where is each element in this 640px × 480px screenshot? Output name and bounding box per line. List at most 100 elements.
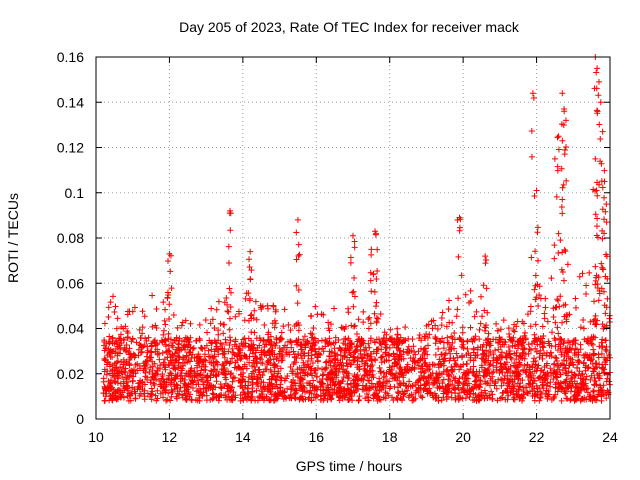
data-point: [588, 340, 595, 347]
data-point: [535, 303, 542, 310]
data-point: [559, 184, 566, 191]
data-point: [591, 394, 598, 401]
data-point: [427, 373, 434, 380]
data-point: [602, 359, 609, 366]
data-point: [339, 325, 346, 332]
data-point: [291, 394, 298, 401]
data-point: [428, 318, 435, 325]
data-point: [165, 330, 172, 337]
data-point: [492, 347, 499, 354]
data-point: [199, 374, 206, 381]
data-point: [511, 343, 518, 350]
data-point: [279, 357, 286, 364]
data-point: [240, 389, 247, 396]
data-point: [569, 359, 576, 366]
data-point: [347, 361, 354, 368]
data-point: [304, 371, 311, 378]
data-point: [202, 316, 209, 323]
data-point: [489, 395, 496, 402]
data-point: [548, 275, 555, 282]
data-point: [255, 383, 262, 390]
data-point: [162, 366, 169, 373]
data-point: [519, 395, 526, 402]
data-point: [536, 283, 543, 290]
data-point: [222, 336, 229, 343]
data-point: [473, 308, 480, 315]
data-point: [505, 325, 512, 332]
data-point: [332, 334, 339, 341]
data-point: [507, 354, 514, 361]
data-point: [481, 369, 488, 376]
data-point: [423, 376, 430, 383]
data-point: [552, 391, 559, 398]
data-point: [201, 351, 208, 358]
data-point: [494, 355, 501, 362]
data-point: [101, 368, 108, 375]
data-point: [592, 277, 599, 284]
data-point: [594, 108, 601, 115]
data-point: [395, 390, 402, 397]
data-point: [125, 397, 132, 404]
data-point: [552, 343, 559, 350]
data-point: [254, 374, 261, 381]
data-point: [350, 384, 357, 391]
data-point: [117, 380, 124, 387]
data-point: [482, 359, 489, 366]
data-point: [598, 339, 605, 346]
data-point: [545, 387, 552, 394]
data-point: [248, 397, 255, 404]
data-point: [496, 367, 503, 374]
data-point: [142, 335, 149, 342]
data-point: [376, 379, 383, 386]
data-point: [555, 384, 562, 391]
data-point: [555, 249, 562, 256]
data-point: [378, 346, 385, 353]
data-point: [442, 350, 449, 357]
data-point: [232, 359, 239, 366]
data-point: [208, 305, 215, 312]
data-point: [343, 370, 350, 377]
data-point: [506, 383, 513, 390]
data-point: [271, 340, 278, 347]
data-point: [597, 99, 604, 106]
data-point: [225, 383, 232, 390]
data-point: [485, 366, 492, 373]
data-point: [171, 337, 178, 344]
data-point: [169, 340, 176, 347]
data-point: [497, 326, 504, 333]
data-point: [402, 382, 409, 389]
data-point: [480, 372, 487, 379]
data-point: [562, 346, 569, 353]
data-point: [481, 351, 488, 358]
data-point: [295, 287, 302, 294]
data-point: [476, 326, 483, 333]
data-point: [541, 363, 548, 370]
data-point: [390, 397, 397, 404]
data-point: [584, 338, 591, 345]
data-point: [466, 394, 473, 401]
data-point: [591, 298, 598, 305]
data-point: [202, 357, 209, 364]
data-point: [470, 345, 477, 352]
data-point: [557, 371, 564, 378]
data-point: [350, 323, 357, 330]
data-point: [375, 393, 382, 400]
data-point: [338, 324, 345, 331]
data-point: [406, 348, 413, 355]
data-point: [208, 368, 215, 375]
data-point: [318, 337, 325, 344]
data-point: [548, 396, 555, 403]
data-point: [365, 325, 372, 332]
data-point: [523, 366, 530, 373]
data-point: [582, 351, 589, 358]
data-point: [360, 308, 367, 315]
data-point: [239, 375, 246, 382]
data-point: [137, 334, 144, 341]
data-point: [350, 357, 357, 364]
data-point: [370, 395, 377, 402]
data-point: [595, 78, 602, 85]
data-point: [298, 383, 305, 390]
data-point: [447, 377, 454, 384]
data-point: [262, 341, 269, 348]
data-point: [477, 392, 484, 399]
